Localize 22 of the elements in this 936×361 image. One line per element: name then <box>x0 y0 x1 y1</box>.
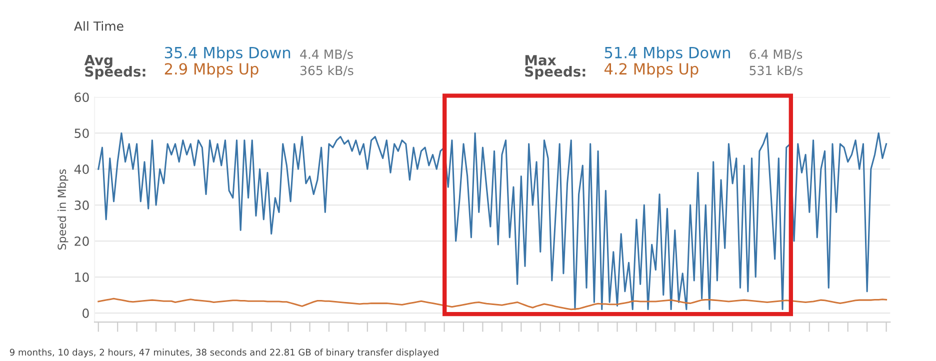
text: 6.4 MB/s <box>750 49 802 60</box>
y-tick-label: 10 <box>75 272 89 282</box>
y-tick-label: 50 <box>74 128 89 138</box>
text: 35.4 Mbps Down <box>164 46 290 62</box>
text: 2.9 Mbps Up <box>164 62 258 78</box>
text: 4.2 Mbps Up <box>604 62 698 78</box>
y-tick-label: 60 <box>74 92 89 102</box>
chart-title: All Time <box>74 21 124 31</box>
y-tick-label: 40 <box>74 164 89 174</box>
y-tick-label: 20 <box>74 236 89 246</box>
text: Max Speeds: <box>525 55 586 80</box>
line-series <box>98 132 888 310</box>
text: 51.4 Mbps Down <box>604 46 730 62</box>
line-series <box>98 298 888 310</box>
text: 365 kB/s <box>300 66 354 76</box>
text: 9 months, 10 days, 2 hours, 47 minutes, 38 seconds and 22.81 GB of binary transfer displayed <box>10 348 438 358</box>
text: 531 kB/s <box>750 66 803 76</box>
y-tick-label: 0 <box>82 308 89 318</box>
text: 4.4 MB/s <box>300 50 353 60</box>
text: Avg Speeds: <box>84 54 146 80</box>
y-axis-title: Speed in Mbps <box>57 169 68 250</box>
y-tick-label: 30 <box>74 200 89 210</box>
